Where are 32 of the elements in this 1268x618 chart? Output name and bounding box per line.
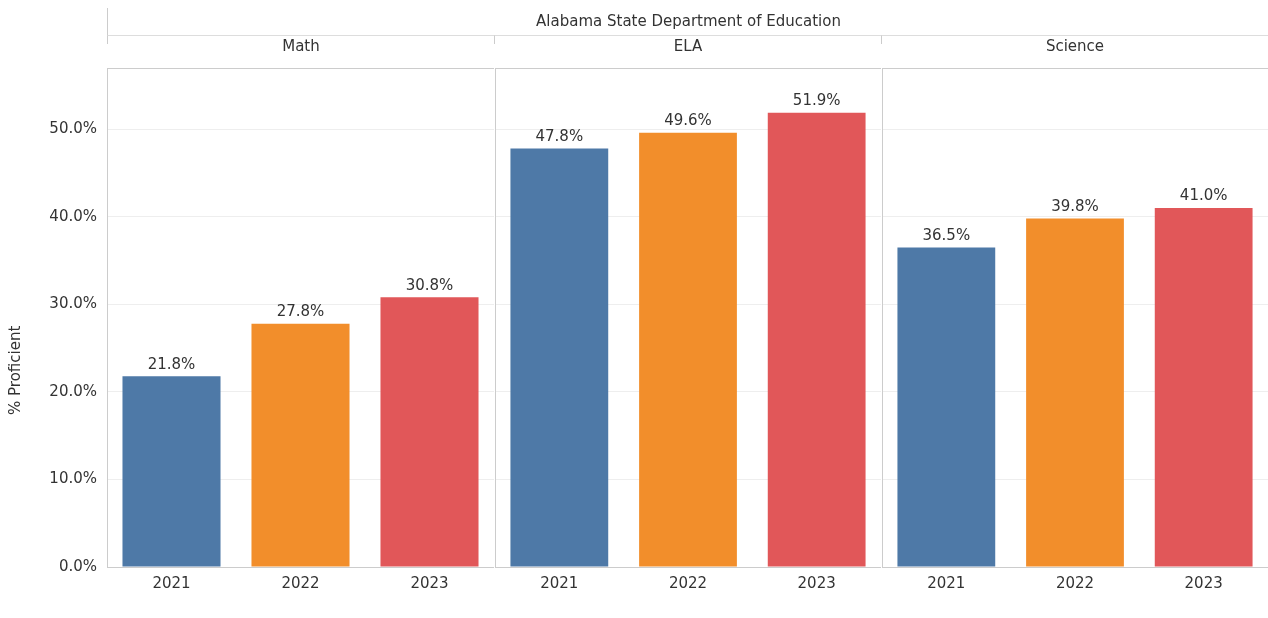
x-tick-label: 2022 [668, 573, 708, 592]
data-label: 36.5% [922, 225, 971, 244]
chart-title: ELA [672, 36, 704, 55]
x-tick-label: 2023 [410, 573, 449, 592]
data-label: 47.8% [535, 126, 584, 145]
data-label: 27.8% [276, 302, 325, 321]
y-tick-label: 40.0% [49, 206, 97, 225]
data-label: 39.8% [1051, 196, 1099, 215]
data-label: 51.9% [792, 91, 841, 110]
y-tick-label: 50.0% [49, 119, 97, 138]
y-axis-title: % Proficient [6, 325, 24, 415]
x-tick-label: 2021 [927, 573, 966, 592]
data-label: 21.8% [147, 354, 196, 373]
x-tick-label: 2022 [281, 573, 320, 592]
chart-title: Math [281, 36, 321, 55]
chart-title: Science [1044, 36, 1106, 55]
data-label: 49.6% [664, 111, 712, 130]
bar [380, 297, 479, 567]
x-tick-label: 2021 [152, 573, 191, 592]
bar [251, 323, 350, 567]
x-tick-label: 2022 [1055, 573, 1095, 592]
text: Alabama State Department of Education [107, 8, 1268, 35]
x-tick-label: 2021 [540, 573, 579, 592]
bar [122, 376, 221, 567]
y-tick-label: 0.0% [58, 556, 97, 575]
y-tick-label: 10.0% [49, 469, 97, 488]
data-label: 41.0% [1179, 186, 1228, 205]
y-tick-label: 30.0% [49, 294, 97, 313]
x-tick-label: 2023 [797, 573, 836, 592]
x-tick-label: 2023 [1184, 573, 1223, 592]
data-label: 30.8% [405, 275, 454, 294]
y-tick-label: 20.0% [49, 381, 97, 400]
